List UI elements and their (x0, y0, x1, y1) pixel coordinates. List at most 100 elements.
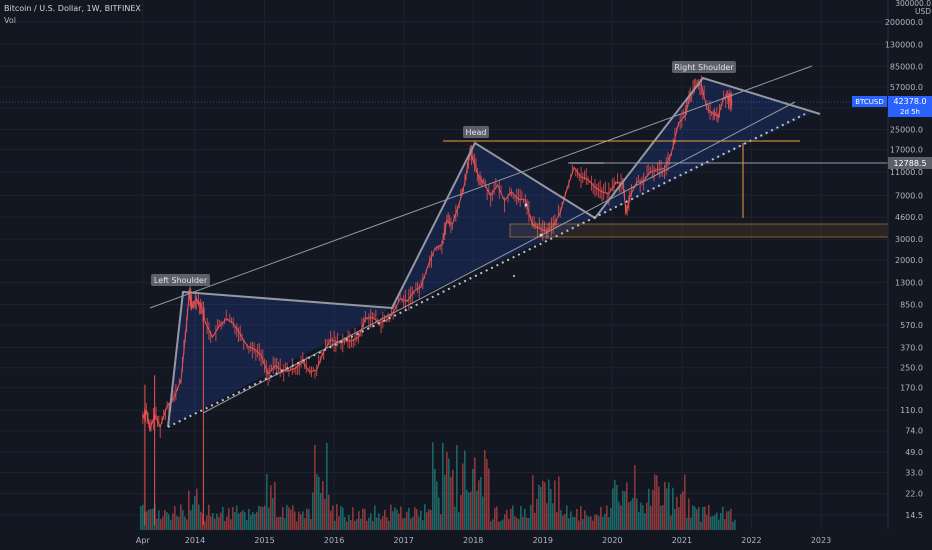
volume-bar (696, 509, 698, 530)
volume-bar (150, 509, 152, 530)
volume-bar (294, 511, 296, 530)
volume-bar (608, 517, 610, 530)
volume-bar (322, 481, 324, 530)
volume-bar (156, 518, 158, 530)
volume-bar (314, 444, 316, 530)
price-axis[interactable]: 200000.0130000.085000.057000.038000.0250… (885, 18, 923, 520)
volume-bar (216, 513, 218, 530)
volume-bar (304, 518, 306, 530)
volume-bar (666, 488, 668, 530)
volume-bar (592, 520, 594, 530)
volume-bar (348, 515, 350, 530)
volume-bar (168, 514, 170, 530)
current-price-badge[interactable]: BTCUSD 42378.0 2d 5h (852, 96, 932, 117)
volume-bar (658, 486, 660, 530)
volume-bar (436, 481, 438, 530)
volume-bar (502, 519, 504, 530)
level-price-badge[interactable]: 12788.5 (888, 157, 932, 169)
volume-bar (492, 519, 494, 530)
volume-bar (236, 505, 238, 530)
volume-bar (426, 512, 428, 530)
volume-bar (244, 512, 246, 530)
volume-bar (178, 516, 180, 530)
head-callout[interactable]: Head (463, 126, 489, 138)
time-axis[interactable]: Apr 2014 2015 2016 2017 2018 2019 2020 2021 2022 2… (136, 536, 831, 545)
volume-bar (642, 505, 644, 530)
volume-bar (428, 509, 430, 530)
volume-bar (478, 480, 480, 530)
volume-bar (256, 511, 258, 530)
volume-bar (682, 491, 684, 530)
volume-bar (528, 517, 530, 530)
volume-bar (720, 513, 722, 530)
volume-bar (520, 505, 522, 530)
time-tick-label: 2015 (254, 536, 274, 545)
volume-bar (180, 504, 182, 530)
volume-bar (278, 516, 280, 530)
volume-bar (332, 505, 334, 530)
volume-bar (248, 508, 250, 530)
volume-bar (718, 519, 720, 530)
symbol-title[interactable]: Bitcoin / U.S. Dollar, 1W, BITFINEX (4, 4, 141, 13)
upper-trendline[interactable] (149, 65, 813, 309)
volume-bar (710, 516, 712, 530)
volume-bar (174, 506, 176, 530)
volume-bar (340, 506, 342, 530)
volume-bar (504, 514, 506, 530)
volume-bar (612, 488, 614, 530)
volume-bar (300, 514, 302, 530)
volume-bar (472, 468, 474, 530)
volume-bar (644, 513, 646, 530)
volume-indicator-label[interactable]: Vol (4, 16, 16, 25)
volume-bar (364, 509, 366, 530)
volume-bar (630, 500, 632, 530)
volume-bar (650, 505, 652, 530)
right-shoulder-callout[interactable]: Right Shoulder (672, 61, 736, 73)
volume-bar (352, 507, 354, 530)
volume-bar (404, 517, 406, 530)
lower-trendline[interactable] (202, 101, 796, 414)
volume-bar (190, 510, 192, 530)
volume-bar (298, 511, 300, 530)
volume-bar (326, 442, 328, 530)
volume-bar (392, 511, 394, 530)
volume-bar (698, 506, 700, 530)
volume-bar (730, 508, 732, 530)
volume-bar (634, 465, 636, 530)
volume-bar (292, 505, 294, 530)
support-zone-box[interactable] (509, 223, 889, 238)
volume-bar (390, 504, 392, 530)
volume-bar (320, 492, 322, 530)
volume-bar (538, 484, 540, 530)
volume-bar (302, 511, 304, 530)
time-tick-label: 2017 (393, 536, 413, 545)
volume-bar (624, 491, 626, 530)
volume-bar (620, 505, 622, 530)
volume-bar (264, 505, 266, 530)
head-and-shoulders-outline[interactable] (167, 76, 821, 428)
volume-bar (234, 512, 236, 530)
volume-bar (498, 521, 500, 530)
volume-bar (600, 506, 602, 530)
volume-bar (522, 516, 524, 530)
left-shoulder-callout[interactable]: Left Shoulder (151, 274, 210, 286)
volume-bar (222, 506, 224, 530)
volume-bar (598, 516, 600, 530)
neckline-dotted[interactable] (167, 113, 806, 428)
volume-bar (338, 516, 340, 530)
volume-bar (514, 516, 516, 530)
volume-bar (324, 498, 326, 530)
volume-bar (260, 506, 262, 530)
volume-bar (286, 504, 288, 530)
volume-bar (266, 473, 268, 530)
price-tick-label: 14.5 (905, 511, 923, 520)
volume-bar (268, 507, 270, 530)
volume-bar (420, 510, 422, 530)
volume-bar (652, 489, 654, 530)
volume-bar (674, 508, 676, 530)
volume-bar (564, 514, 566, 530)
volume-bar (200, 511, 202, 530)
volume-bar (574, 517, 576, 530)
volume-bar (526, 517, 528, 530)
